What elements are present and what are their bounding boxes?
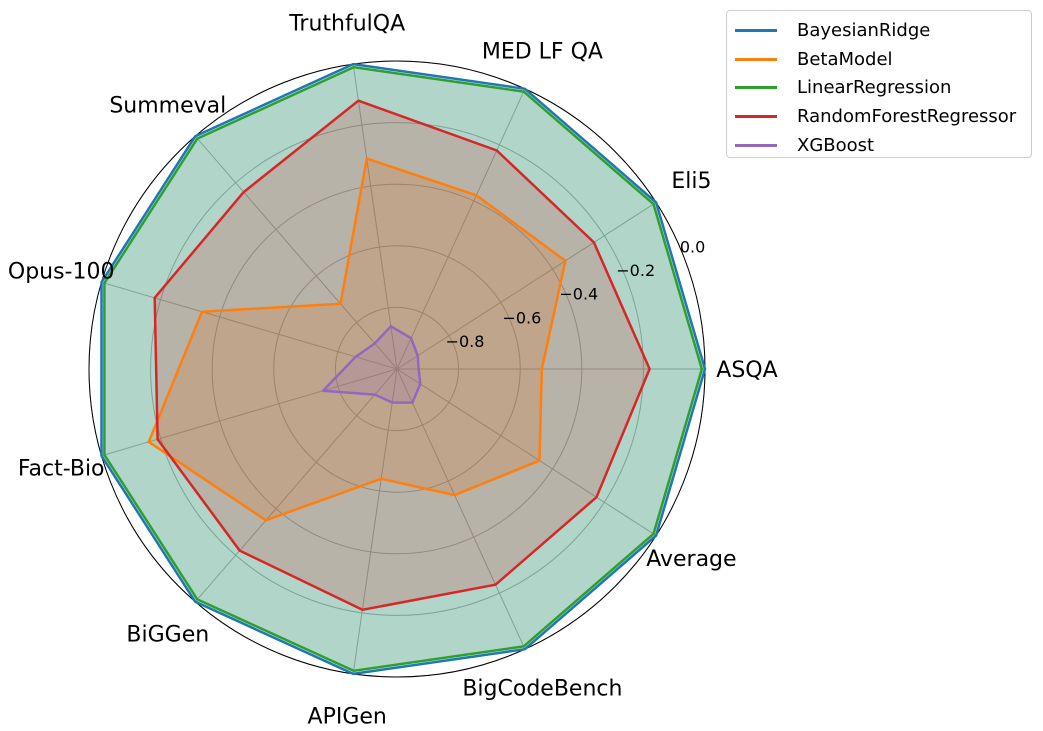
- axis-label: APIGen: [308, 704, 387, 729]
- axis-label: Opus-100: [8, 259, 115, 284]
- axis-spoke: [396, 88, 526, 370]
- axis-label: Fact-Bio: [18, 457, 105, 482]
- series-line-xgboost: [321, 325, 422, 404]
- axis-label: BigCodeBench: [462, 676, 622, 701]
- axis-label: Eli5: [671, 169, 711, 194]
- legend-item: LinearRegression: [735, 74, 1023, 103]
- legend-swatch: [735, 115, 777, 119]
- axis-label: ASQA: [716, 358, 777, 383]
- legend-label: LinearRegression: [797, 77, 952, 99]
- series-line-betamodel: [147, 157, 567, 522]
- chart-legend: BayesianRidge BetaModel LinearRegression Ra…: [726, 10, 1032, 158]
- radial-tick-label: −0.8: [446, 332, 485, 351]
- legend-item: XGBoost: [735, 131, 1023, 160]
- axis-spoke: [396, 368, 657, 536]
- legend-swatch: [735, 28, 777, 32]
- legend-label: BayesianRidge: [797, 19, 931, 41]
- series-line-linearregression: [103, 65, 704, 673]
- axis-spoke: [396, 368, 526, 650]
- legend-swatch: [735, 86, 777, 90]
- radial-tick-label: −0.4: [559, 285, 598, 304]
- legend-swatch: [735, 143, 777, 147]
- legend-item: BayesianRidge: [735, 16, 1023, 45]
- axis-label: BiGGen: [126, 623, 209, 648]
- axis-spoke: [352, 64, 398, 370]
- radial-tick-label: −0.2: [616, 261, 655, 280]
- legend-swatch: [735, 57, 777, 61]
- line-layer: [100, 62, 707, 676]
- series-area-randomforestregressor: [154, 100, 650, 610]
- axis-spoke: [101, 281, 398, 370]
- radial-tick-label: −0.6: [502, 308, 541, 327]
- legend-label: BetaModel: [797, 48, 893, 70]
- series-area-betamodel: [148, 158, 566, 521]
- axis-label: Average: [646, 547, 736, 572]
- fill-layer: [101, 64, 705, 674]
- label-layer: ASQA Eli5 MED LF QA TruthfulQA Summeval Opus-…: [8, 12, 778, 730]
- axis-spoke: [396, 202, 657, 370]
- series-area-linearregression: [104, 67, 702, 671]
- axis-label: TruthfulQA: [288, 12, 405, 37]
- axis-label: Summeval: [109, 94, 226, 119]
- legend-item: BetaModel: [735, 45, 1023, 74]
- legend-item: RandomForestRegressor: [735, 102, 1023, 131]
- axis-spoke: [194, 135, 398, 370]
- legend-label: RandomForestRegressor: [797, 106, 1017, 128]
- axis-spoke: [352, 368, 398, 674]
- axis-spoke: [194, 368, 398, 603]
- axis-label: MED LF QA: [482, 40, 603, 65]
- series-area-xgboost: [323, 326, 421, 403]
- series-line-randomforestregressor: [153, 99, 651, 612]
- series-line-bayesianridge: [100, 62, 707, 676]
- legend-label: XGBoost: [797, 134, 875, 156]
- series-area-bayesianridge: [101, 64, 705, 674]
- radial-tick-label: 0.0: [680, 238, 705, 257]
- axis-spoke: [101, 368, 398, 457]
